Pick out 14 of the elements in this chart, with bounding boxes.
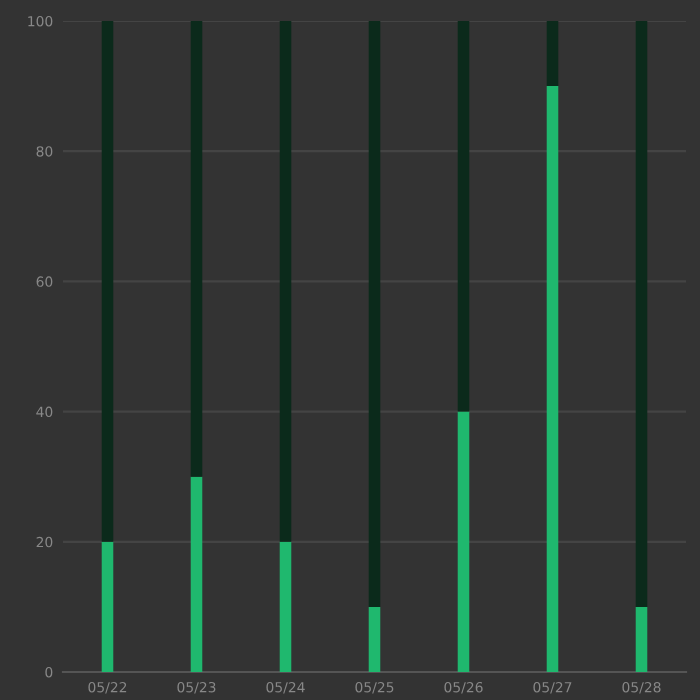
bar — [190, 476, 203, 672]
bar — [457, 21, 470, 412]
bar — [101, 541, 114, 672]
bar — [279, 21, 292, 542]
bar — [635, 606, 648, 672]
bar — [368, 21, 381, 607]
bar — [279, 541, 292, 672]
bar — [457, 411, 470, 672]
bar — [190, 21, 203, 477]
bar — [101, 21, 114, 542]
bar — [368, 606, 381, 672]
bar — [635, 21, 648, 607]
bar — [546, 86, 559, 672]
bar — [546, 21, 559, 87]
